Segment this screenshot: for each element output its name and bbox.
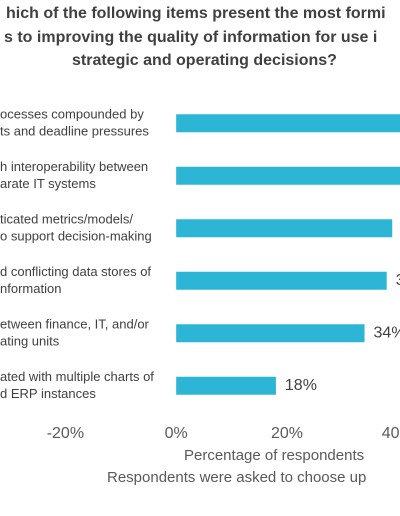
x-tick-label: 40%	[382, 425, 400, 442]
x-axis-label: Percentage of respondents	[184, 447, 364, 464]
y-tick-label: nformation	[0, 281, 61, 296]
y-tick-label: etween finance, IT, and/or	[0, 317, 150, 332]
y-tick-label: d ERP instances	[0, 386, 96, 401]
bar	[176, 271, 387, 290]
y-tick-label: d conflicting data stores of	[0, 264, 151, 279]
y-tick-label: o support decision-making	[0, 229, 152, 244]
y-tick-label: ated with multiple charts of	[0, 369, 154, 384]
y-tick-label: h interoperability between	[0, 159, 148, 174]
data-label: 38%	[396, 272, 400, 289]
data-label: 18%	[285, 377, 317, 394]
x-tick-label: 20%	[271, 425, 303, 442]
chart-title: strategic and operating decisions?	[72, 52, 337, 69]
y-tick-label: ocesses compounded by	[0, 107, 144, 122]
bar	[176, 219, 393, 238]
x-tick-label: -20%	[47, 425, 84, 442]
x-tick-label: 0%	[165, 425, 188, 442]
bar	[176, 166, 400, 185]
bar	[176, 114, 400, 133]
y-tick-label: ts and deadline pressures	[0, 124, 149, 139]
data-label: 34%	[374, 324, 400, 341]
y-tick-label: ticated metrics/models/	[0, 212, 133, 227]
bar	[176, 376, 276, 395]
chart-title: s to improving the quality of informatio…	[4, 29, 377, 46]
chart-title: hich of the following items present the …	[6, 5, 386, 22]
bar	[176, 324, 365, 343]
y-tick-label: arate IT systems	[0, 176, 96, 191]
x-axis-note: Respondents were asked to choose up	[107, 469, 366, 486]
y-tick-label: ating units	[0, 334, 60, 349]
